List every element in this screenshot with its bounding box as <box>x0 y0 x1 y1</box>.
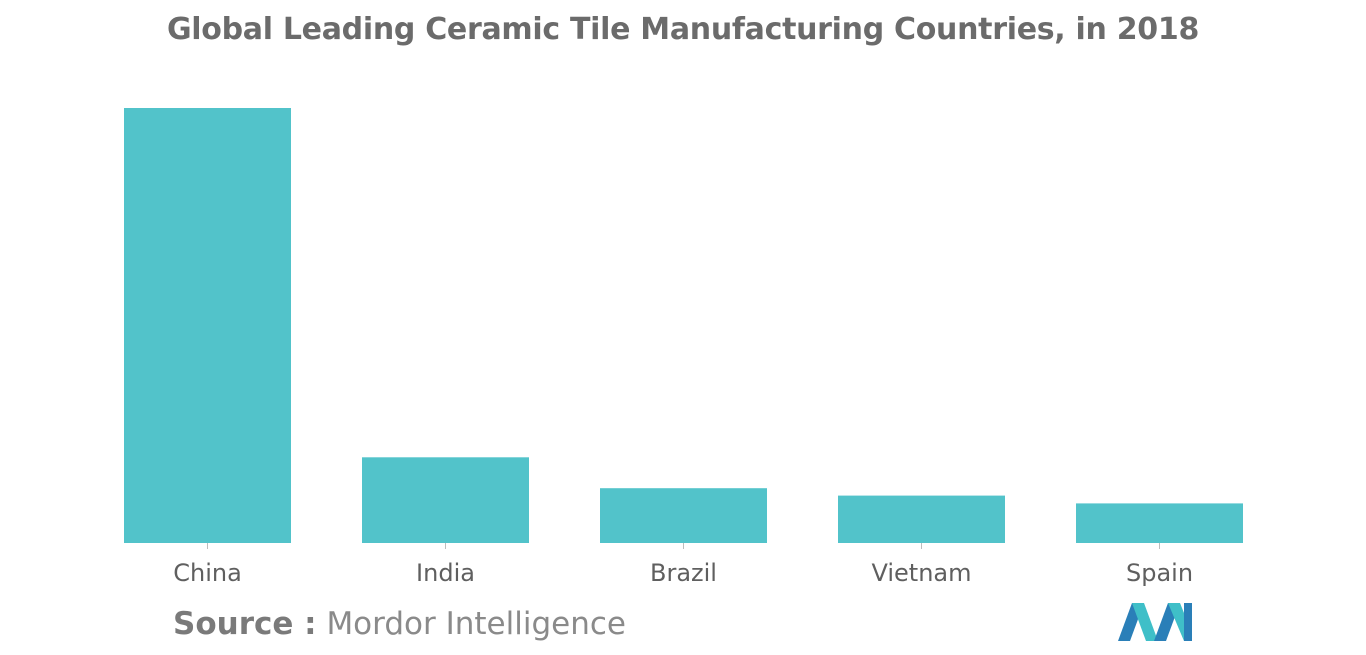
chart-title: Global Leading Ceramic Tile Manufacturin… <box>166 12 1200 47</box>
x-tick-label-brazil: Brazil <box>650 559 717 587</box>
bar-spain <box>1076 503 1243 543</box>
tick-group <box>207 543 1160 549</box>
x-tick-label-india: India <box>416 559 475 587</box>
source-line: Source : Mordor Intelligence <box>173 606 626 642</box>
mordor-intelligence-logo-icon <box>1118 603 1192 641</box>
bar-india <box>362 457 529 543</box>
bar-brazil <box>600 488 767 543</box>
x-tick-label-china: China <box>173 559 242 587</box>
source-label: Source : <box>173 606 317 642</box>
x-tick-labels: China India Brazil Vietnam Spain <box>173 559 1193 587</box>
bar-chart: China India Brazil Vietnam Spain <box>124 108 1243 587</box>
bars-group <box>124 108 1243 543</box>
source-text: Mordor Intelligence <box>326 606 626 642</box>
x-tick-label-spain: Spain <box>1126 559 1193 587</box>
x-tick-label-vietnam: Vietnam <box>871 559 971 587</box>
bar-vietnam <box>838 495 1005 543</box>
bar-china <box>124 108 291 543</box>
